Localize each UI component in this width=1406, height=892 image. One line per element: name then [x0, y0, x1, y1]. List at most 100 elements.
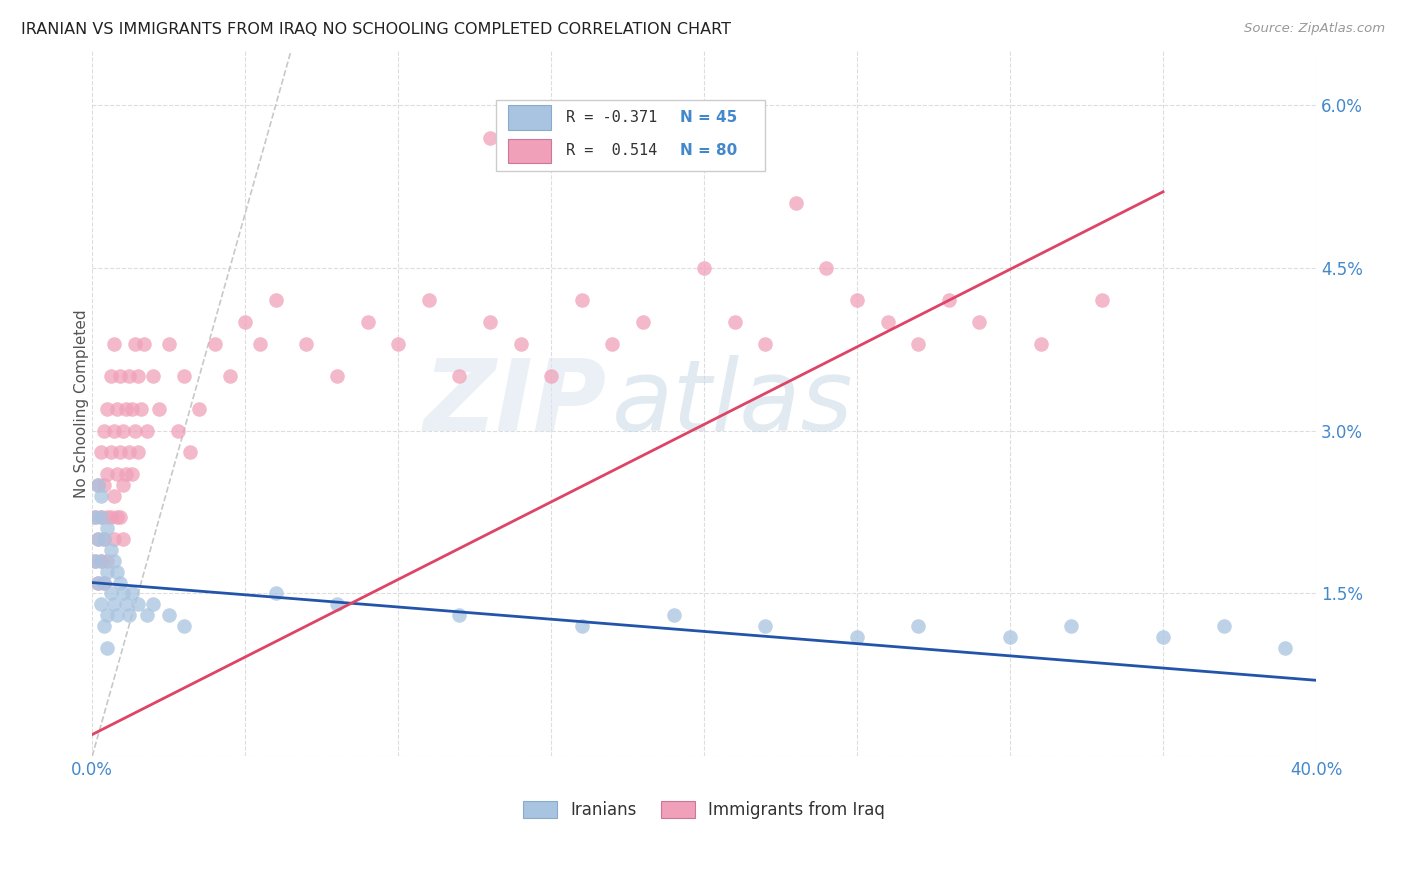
Point: [111, 424, 134, 438]
Point: [105, 510, 128, 524]
Point: [121, 401, 143, 416]
Point: [449, 369, 471, 384]
Point: [90, 554, 112, 568]
Point: [96, 565, 118, 579]
Point: [108, 575, 131, 590]
Point: [846, 293, 869, 308]
Point: [179, 445, 201, 459]
Point: [1060, 619, 1083, 633]
Point: [693, 260, 716, 275]
Point: [96, 510, 118, 524]
Point: [142, 597, 165, 611]
Point: [662, 608, 685, 623]
Point: [157, 336, 180, 351]
Point: [118, 608, 141, 623]
Point: [876, 315, 898, 329]
Point: [118, 369, 141, 384]
Point: [111, 586, 134, 600]
Point: [124, 424, 146, 438]
Point: [87, 532, 110, 546]
Point: [96, 640, 118, 655]
Point: [600, 336, 623, 351]
Point: [90, 510, 112, 524]
Point: [1213, 619, 1236, 633]
Point: [121, 467, 143, 481]
Point: [103, 554, 125, 568]
Point: [136, 608, 159, 623]
Point: [127, 445, 149, 459]
Point: [103, 489, 125, 503]
Point: [87, 532, 110, 546]
Point: [907, 336, 929, 351]
Point: [509, 336, 531, 351]
Point: [100, 510, 122, 524]
Point: [969, 315, 991, 329]
Point: [105, 565, 128, 579]
FancyBboxPatch shape: [496, 100, 765, 170]
Point: [204, 336, 226, 351]
Point: [96, 467, 118, 481]
Point: [478, 315, 501, 329]
Point: [100, 445, 122, 459]
Text: atlas: atlas: [612, 355, 853, 452]
Point: [387, 336, 409, 351]
Point: [93, 575, 115, 590]
Text: N = 45: N = 45: [679, 111, 737, 125]
Point: [93, 575, 115, 590]
Text: R = -0.371: R = -0.371: [565, 111, 657, 125]
Point: [108, 369, 131, 384]
Point: [111, 532, 134, 546]
Point: [1152, 630, 1174, 644]
Point: [127, 369, 149, 384]
FancyBboxPatch shape: [509, 105, 551, 130]
Text: N = 80: N = 80: [679, 144, 737, 159]
Point: [295, 336, 318, 351]
Point: [84, 510, 107, 524]
Point: [166, 424, 188, 438]
Point: [103, 597, 125, 611]
Point: [96, 401, 118, 416]
Point: [100, 586, 122, 600]
Point: [571, 619, 593, 633]
Point: [249, 336, 271, 351]
Point: [724, 315, 747, 329]
Point: [93, 619, 115, 633]
Point: [356, 315, 378, 329]
Point: [84, 554, 107, 568]
Point: [108, 510, 131, 524]
Point: [1029, 336, 1052, 351]
Point: [108, 445, 131, 459]
Point: [754, 619, 776, 633]
Point: [103, 424, 125, 438]
Point: [326, 597, 349, 611]
Point: [105, 608, 128, 623]
Point: [631, 315, 654, 329]
Point: [218, 369, 240, 384]
Point: [754, 336, 776, 351]
Y-axis label: No Schooling Completed: No Schooling Completed: [73, 310, 89, 498]
Point: [84, 554, 107, 568]
Point: [93, 424, 115, 438]
Point: [233, 315, 256, 329]
Point: [90, 597, 112, 611]
Point: [998, 630, 1021, 644]
Point: [264, 293, 287, 308]
Point: [96, 554, 118, 568]
Text: IRANIAN VS IMMIGRANTS FROM IRAQ NO SCHOOLING COMPLETED CORRELATION CHART: IRANIAN VS IMMIGRANTS FROM IRAQ NO SCHOO…: [21, 22, 731, 37]
Point: [127, 597, 149, 611]
Point: [105, 401, 128, 416]
Point: [846, 630, 869, 644]
Point: [96, 608, 118, 623]
Point: [907, 619, 929, 633]
Point: [105, 467, 128, 481]
Point: [111, 478, 134, 492]
Point: [478, 130, 501, 145]
Point: [87, 478, 110, 492]
Point: [173, 369, 195, 384]
Point: [93, 532, 115, 546]
Point: [121, 586, 143, 600]
Point: [938, 293, 960, 308]
Point: [103, 336, 125, 351]
Point: [114, 597, 136, 611]
Point: [124, 336, 146, 351]
